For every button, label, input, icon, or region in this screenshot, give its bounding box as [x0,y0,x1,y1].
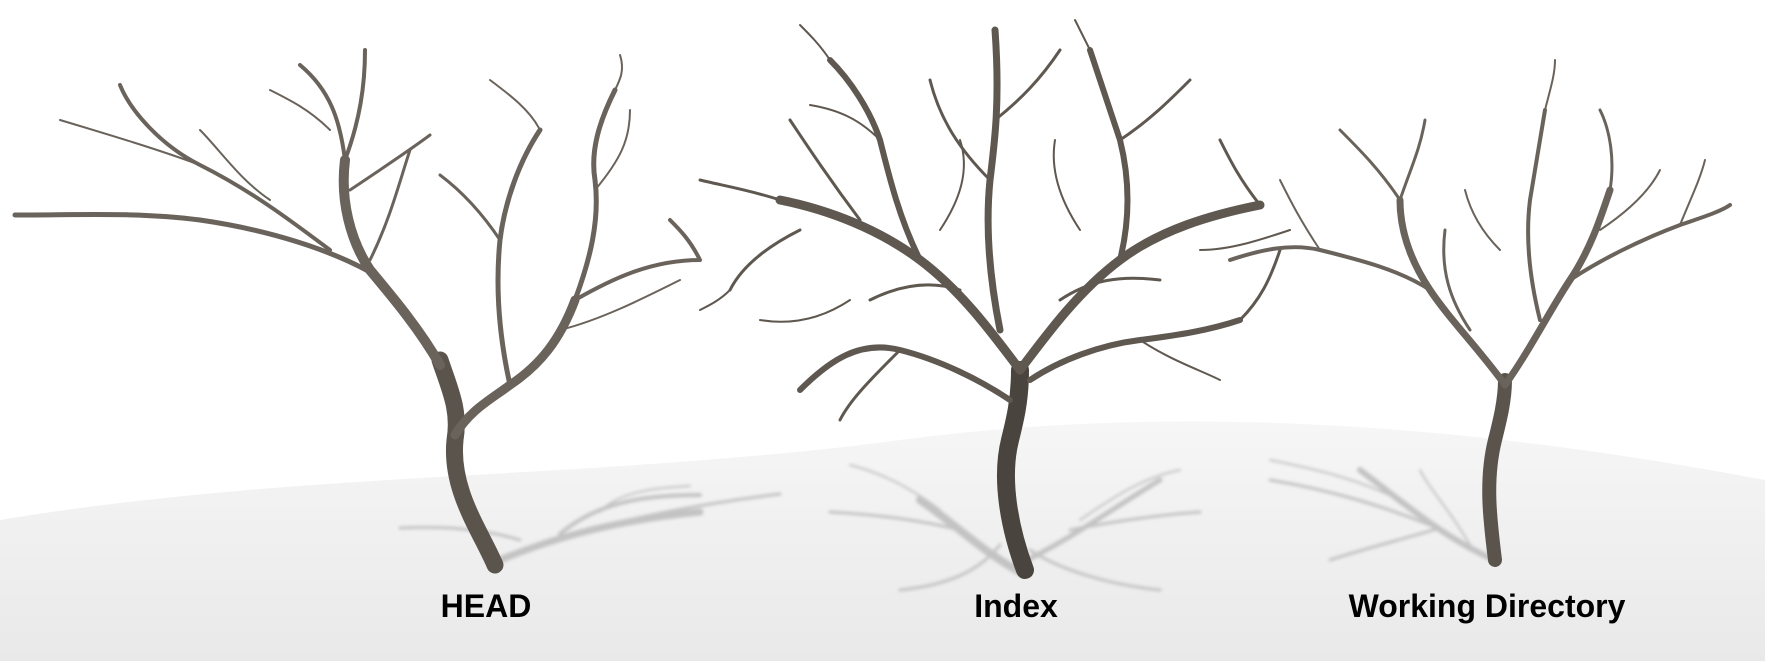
ground-plane [0,421,1765,661]
working-directory-tree [1228,59,1732,567]
head-tree-shadow [398,485,782,566]
working-directory-tree-shadow [1268,459,1493,562]
index-tree-shadow [828,464,1202,592]
index-label: Index [974,588,1058,624]
tree-shadows [398,459,1493,592]
index-tree [698,19,1291,579]
head-tree [12,48,702,574]
head-label: HEAD [440,588,532,624]
working-directory-label: Working Directory [1348,588,1626,624]
